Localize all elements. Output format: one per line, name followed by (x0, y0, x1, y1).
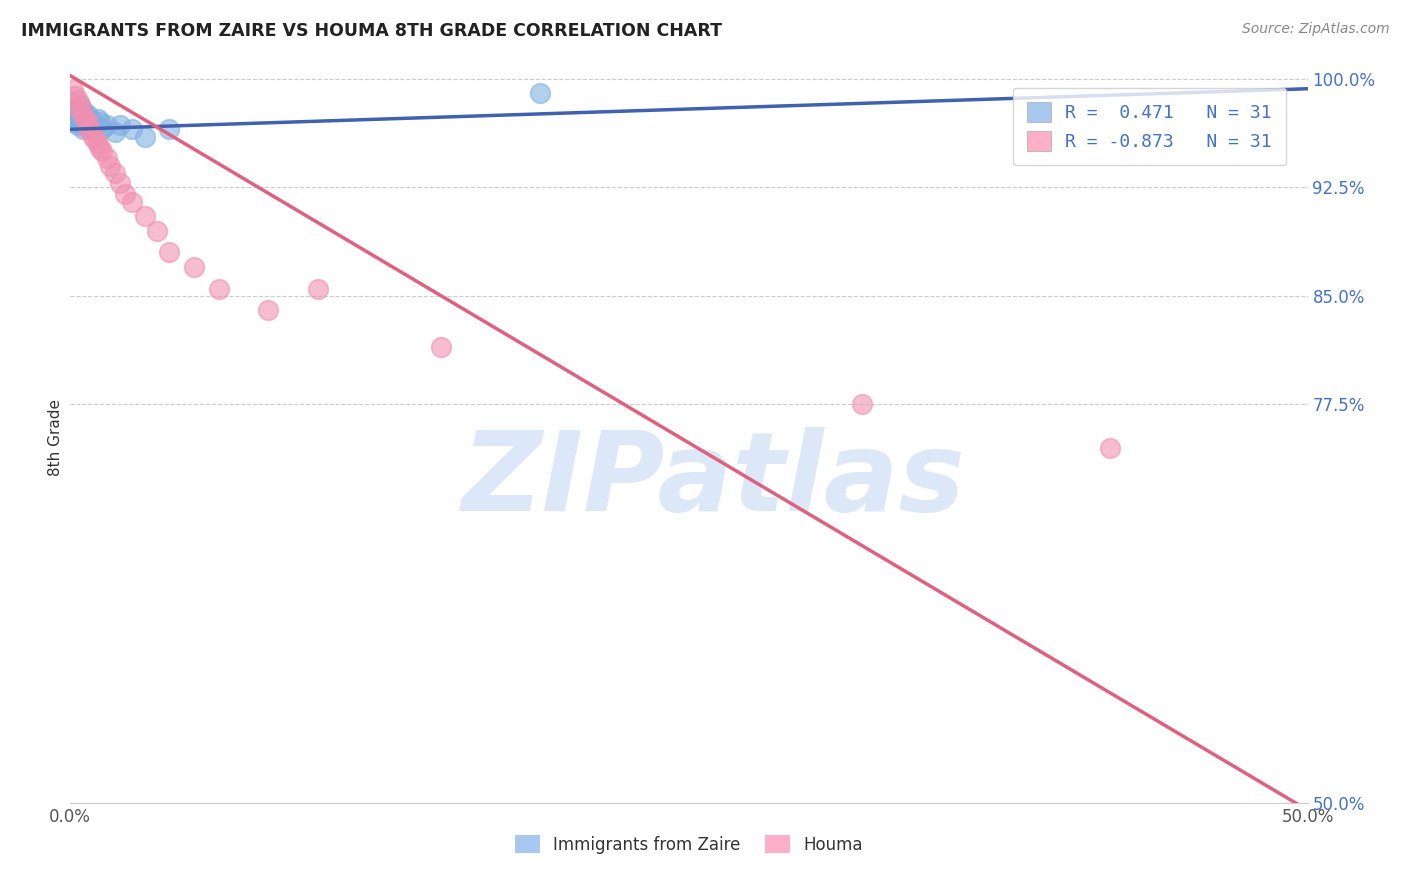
Point (134, 129, 156, 144)
Point (72, 122, 94, 136)
Point (1098, 441, 1121, 455)
Point (157, 245, 180, 260)
Point (66, 93, 89, 107)
Point (208, 282, 231, 296)
Point (69, 108, 91, 122)
Point (75, 118, 97, 132)
Point (157, 122, 180, 136)
Point (72, 108, 94, 122)
Point (69, 97, 91, 112)
Point (104, 166, 127, 180)
Point (91, 122, 114, 136)
Point (91, 144, 114, 158)
Point (75, 108, 97, 122)
Point (121, 194, 143, 209)
Point (79, 122, 101, 136)
Point (65, 112, 87, 127)
Text: IMMIGRANTS FROM ZAIRE VS HOUMA 8TH GRADE CORRELATION CHART: IMMIGRANTS FROM ZAIRE VS HOUMA 8TH GRADE… (21, 22, 723, 40)
Point (430, 340, 453, 354)
Point (76, 122, 98, 136)
Point (104, 125, 127, 139)
Point (146, 224, 169, 238)
Point (307, 282, 329, 296)
Point (79, 112, 101, 127)
Point (79, 122, 101, 136)
Text: Source: ZipAtlas.com: Source: ZipAtlas.com (1241, 22, 1389, 37)
Point (69, 97, 91, 112)
Point (98, 159, 121, 173)
Point (86, 112, 108, 127)
Point (82, 129, 104, 144)
Point (82, 115, 104, 129)
Point (108, 118, 131, 132)
Point (62, 108, 84, 122)
Point (121, 122, 143, 136)
Point (851, 397, 873, 411)
Point (72, 103, 94, 118)
Point (72, 112, 94, 127)
Point (183, 260, 205, 274)
Text: ZIPatlas: ZIPatlas (461, 427, 966, 534)
Point (89, 141, 111, 155)
Point (66, 103, 89, 118)
Point (257, 303, 280, 318)
Point (66, 112, 89, 127)
Point (62, 115, 84, 129)
Point (69, 103, 91, 118)
Point (96, 151, 118, 165)
Point (76, 108, 98, 122)
Point (75, 112, 97, 127)
Point (84, 132, 107, 146)
Point (96, 118, 118, 132)
Point (76, 115, 98, 129)
Point (89, 115, 111, 129)
Point (86, 136, 108, 151)
Point (65, 89, 87, 103)
Y-axis label: 8th Grade: 8th Grade (48, 399, 63, 475)
Point (84, 118, 107, 132)
Point (66, 118, 89, 132)
Point (76, 115, 98, 129)
Point (62, 83, 84, 97)
Point (108, 176, 131, 190)
Legend: Immigrants from Zaire, Houma: Immigrants from Zaire, Houma (508, 829, 870, 860)
Point (529, 86, 551, 100)
Point (114, 187, 136, 202)
Point (134, 209, 156, 223)
Point (65, 101, 87, 115)
Point (69, 115, 91, 129)
